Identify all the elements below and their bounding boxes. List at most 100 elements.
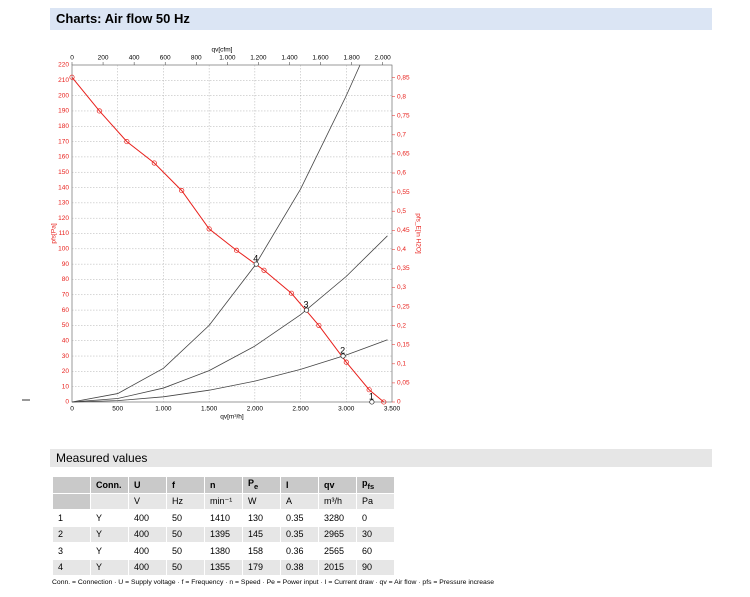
x-tick-label: 500 (112, 406, 123, 413)
table-cell: 400 (128, 525, 167, 543)
table-cell: 3280 (318, 509, 357, 527)
marker (288, 290, 294, 296)
y-tick-label: 90 (62, 261, 70, 268)
y2-tick-label: 0,75 (397, 112, 410, 119)
table-cell: 400 (128, 542, 167, 560)
header-title: Charts: Air flow 50 Hz (50, 8, 712, 30)
x-axis-label: qv[m³/h] (220, 414, 244, 421)
y2-tick-label: 0,25 (397, 303, 410, 310)
table-cell: 0.38 (280, 558, 319, 576)
x2-tick-label: 2.000 (375, 55, 392, 62)
y2-axis-label: pfs_E[in H2O] (414, 213, 421, 254)
marker (366, 387, 372, 393)
table-cell: Conn. (90, 476, 129, 494)
table-cell: 0.35 (280, 509, 319, 527)
x-tick-label: 1.000 (155, 406, 172, 413)
x2-tick-label: 1.000 (219, 55, 236, 62)
marker (69, 74, 75, 80)
table-cell: W (242, 492, 281, 510)
x2-tick-label: 1.800 (343, 55, 360, 62)
table-cell: 1410 (204, 509, 243, 527)
marker (316, 322, 322, 328)
operating-point (253, 261, 259, 267)
x2-tick-label: 1.400 (281, 55, 298, 62)
table-cell: 1395 (204, 525, 243, 543)
y2-tick-label: 0,15 (397, 341, 410, 348)
table-cell: Y (90, 542, 129, 560)
operating-point (369, 399, 375, 405)
y-tick-label: 40 (62, 337, 70, 344)
section-title: Measured values (50, 449, 712, 467)
table-cell: 1 (52, 509, 91, 527)
table-cell (52, 476, 91, 494)
y-tick-label: 100 (58, 246, 69, 253)
y-tick-label: 110 (59, 230, 70, 237)
table-cell: 2565 (318, 542, 357, 560)
y2-tick-label: 0,7 (397, 132, 406, 139)
table-cell: 158 (242, 542, 281, 560)
table-cell: 3 (52, 542, 91, 560)
marker (124, 139, 130, 145)
table-cell: 179 (242, 558, 281, 576)
y-tick-label: 20 (62, 368, 70, 375)
table-row: 2 Y 400 50 1395 145 0.35 2965 30 (52, 525, 395, 543)
table-cell: A (280, 492, 319, 510)
table-cell: U (128, 476, 167, 494)
table-row: 3 Y 400 50 1380 158 0.36 2565 60 (52, 542, 395, 560)
marker (381, 399, 387, 405)
x-tick-label: 3.500 (384, 406, 401, 413)
table-cell: 400 (128, 509, 167, 527)
marker (343, 359, 349, 365)
line (71, 64, 361, 403)
y2-tick-label: 0,4 (397, 246, 406, 253)
table-cell: 2015 (318, 558, 357, 576)
y2-tick-label: 0 (397, 399, 401, 406)
y-tick-label: 210 (58, 77, 69, 84)
table-cell: Pa (356, 492, 395, 510)
table-cell: 50 (166, 542, 205, 560)
x2-tick-label: 1.200 (250, 55, 267, 62)
x-tick-label: 2.000 (247, 406, 264, 413)
table-cell: I (280, 476, 319, 494)
table-cell: pfs (356, 476, 395, 494)
table-cell (52, 492, 91, 510)
table-cell: f (166, 476, 205, 494)
x-tick-label: 0 (70, 406, 74, 413)
table-cell: Y (90, 509, 129, 527)
operating-point (303, 307, 310, 313)
table-cell: 400 (128, 558, 167, 576)
table-cell: 90 (356, 558, 395, 576)
cell-text: P (248, 478, 255, 489)
cell-text: fs (367, 482, 375, 492)
table-cell: 1355 (204, 558, 243, 576)
x2-tick-label: 800 (191, 55, 202, 62)
table-cell: 130 (242, 509, 281, 527)
table-cell: 1380 (204, 542, 243, 560)
y2-tick-label: 0,45 (397, 227, 410, 234)
y-axis-label: pfs[Pa] (51, 223, 58, 243)
y-tick-label: 70 (62, 291, 70, 298)
table-cell: 50 (166, 525, 205, 543)
point-label: 2 (340, 345, 345, 355)
y-tick-label: 80 (62, 276, 70, 283)
x2-tick-label: 400 (129, 55, 140, 62)
marker (151, 160, 157, 166)
y2-tick-label: 0,1 (397, 361, 406, 368)
x-tick-label: 3.000 (338, 406, 355, 413)
marker (234, 247, 240, 253)
y-tick-label: 0 (65, 399, 69, 406)
x2-tick-label: 600 (160, 55, 171, 62)
table-cell: min⁻¹ (204, 492, 243, 510)
y2-tick-label: 0,85 (397, 74, 410, 81)
table-cell: V (128, 492, 167, 510)
table-row: 1 Y 400 50 1410 130 0.35 3280 0 (52, 509, 395, 527)
y-tick-label: 190 (58, 108, 69, 115)
operating-point (340, 353, 346, 359)
y-tick-label: 130 (58, 200, 69, 207)
x2-axis-label: qv[cfm] (212, 47, 233, 54)
